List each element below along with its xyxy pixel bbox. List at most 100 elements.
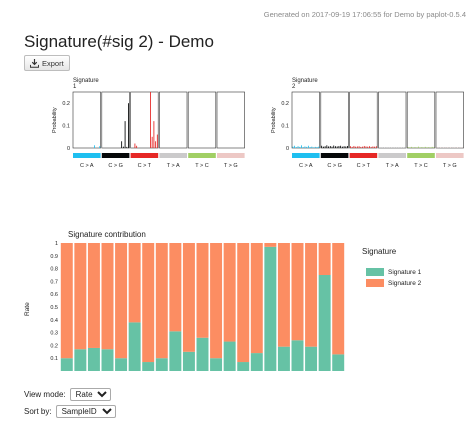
sig1-bar — [99, 146, 101, 148]
legend-item-signature-2[interactable]: Signature 2 — [366, 279, 421, 287]
sig2-bar — [297, 146, 299, 148]
sig2-bar — [396, 147, 397, 148]
sig2-bar — [350, 146, 351, 148]
sig2-group-strip — [320, 153, 349, 158]
sig2-group-strip — [378, 153, 406, 158]
sig2-bar — [369, 146, 370, 148]
sig1-bar — [122, 146, 124, 148]
sig2-bar — [363, 145, 365, 148]
view-mode-select[interactable]: Rate — [69, 388, 111, 401]
export-label: Export — [42, 58, 64, 68]
contribution-ytick: 0.7 — [50, 279, 58, 285]
sig1-panel-frame — [216, 91, 245, 149]
sig2-bar — [423, 147, 425, 148]
contribution-bar-sig1 — [250, 353, 263, 371]
sig2-group-label: C > T — [357, 163, 371, 169]
sig2-bar — [306, 146, 308, 148]
sig2-bar — [321, 145, 323, 148]
contribution-bar-sig1 — [60, 358, 73, 371]
contribution-bar-sig1 — [128, 322, 141, 371]
contribution-bar-sig1 — [305, 346, 318, 371]
sig2-panel-frame — [291, 91, 320, 149]
sig2-bar — [372, 146, 374, 148]
contribution-bar-sig1 — [332, 354, 345, 371]
signature-1-title: Signature 1 — [73, 78, 99, 90]
contribution-bar-sig2 — [155, 243, 168, 359]
sig2-bar — [407, 147, 409, 148]
contribution-bar-sig2 — [210, 243, 223, 359]
sig2-bar — [365, 146, 367, 148]
sig2-bar — [431, 146, 433, 148]
sig2-bar — [318, 146, 320, 148]
sig2-bar — [378, 147, 380, 148]
sig1-bar — [121, 141, 123, 148]
sig1-group-strip — [101, 153, 130, 158]
sig2-bar — [301, 145, 302, 148]
contribution-bar-sig2 — [264, 243, 277, 247]
sig1-bar — [134, 143, 136, 148]
sig2-bar — [385, 147, 387, 148]
sig2-bar — [392, 147, 394, 148]
sig2-group-strip — [292, 153, 320, 158]
sig2-bar — [302, 147, 304, 148]
sig2-panel-frame — [320, 91, 349, 149]
sort-by-select[interactable]: SampleID — [55, 405, 116, 418]
contribution-ytick: 0.2 — [50, 343, 58, 349]
contribution-bar-sig2 — [60, 243, 73, 359]
sig2-bar — [433, 147, 435, 148]
sig2-bar — [304, 146, 306, 148]
sig1-group-strip — [130, 153, 159, 158]
legend-swatch-signature-2 — [366, 279, 384, 287]
sig2-bar — [341, 146, 343, 148]
contribution-bar-sig2 — [196, 243, 209, 338]
contribution-bar-sig2 — [128, 243, 141, 323]
contribution-bar-sig2 — [237, 243, 250, 363]
contribution-bar-sig2 — [277, 243, 290, 347]
legend-swatch-signature-1 — [366, 268, 384, 276]
sig2-ytick: 0.1 — [281, 124, 289, 130]
contribution-bar-sig1 — [291, 340, 304, 371]
contribution-bar-sig1 — [101, 349, 114, 371]
sig2-bar — [416, 147, 418, 148]
sig1-bar — [136, 145, 138, 148]
sig2-panel-frame — [349, 91, 378, 149]
sig1-bar — [155, 141, 157, 148]
sig2-bar — [333, 145, 335, 148]
generated-info: Generated on 2017-09-19 17:06:55 for Dem… — [263, 10, 466, 19]
contribution-plot-area — [60, 243, 345, 371]
sig2-bar — [338, 145, 340, 148]
sig2-bar — [326, 145, 328, 148]
sig1-panel-frame — [159, 91, 188, 149]
contribution-bar-sig2 — [115, 243, 128, 359]
sig2-bar — [336, 146, 338, 148]
sig2-bar — [343, 146, 345, 148]
sig2-bar — [360, 146, 362, 148]
view-mode-control: View mode: Rate — [24, 388, 111, 401]
sig2-bar — [358, 146, 360, 148]
contribution-bar-sig1 — [277, 346, 290, 371]
download-icon — [30, 58, 39, 68]
sig1-panel-frame — [130, 91, 159, 149]
contribution-ytick: 0.5 — [50, 305, 58, 311]
contribution-bar-sig1 — [210, 358, 223, 371]
sig2-panel-frame — [378, 91, 407, 149]
sig2-bar — [375, 146, 377, 148]
contribution-bar-sig2 — [332, 243, 345, 355]
contribution-bar-sig2 — [305, 243, 318, 347]
sig1-bar — [124, 121, 126, 148]
legend-item-signature-1[interactable]: Signature 1 — [366, 268, 421, 276]
signature-2-ylabel: Probability — [271, 107, 277, 133]
sig2-bar — [347, 145, 348, 148]
sig2-group-label: T > G — [443, 163, 457, 169]
legend-label-signature-2: Signature 2 — [388, 279, 422, 287]
sig1-bar — [150, 92, 151, 148]
sig2-bar — [419, 147, 421, 148]
sig2-bar — [331, 146, 333, 148]
contribution-ytick: 1 — [55, 241, 58, 247]
contribution-bar-sig1 — [182, 351, 195, 371]
contribution-bar-sig1 — [74, 349, 87, 371]
export-button[interactable]: Export — [24, 55, 70, 71]
contribution-title: Signature contribution — [68, 230, 146, 239]
